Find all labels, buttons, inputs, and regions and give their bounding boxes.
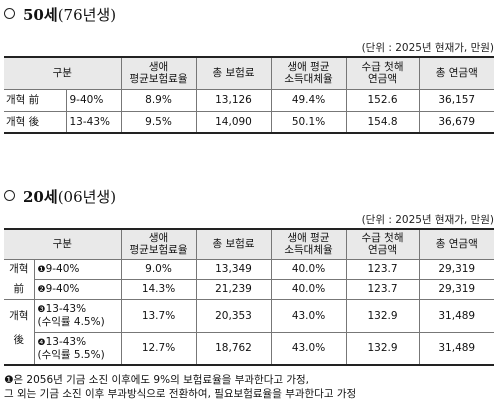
- footnote-line-2: 그 외는 기금 소진 이후 부과방식으로 전환하여, 필요보험료율을 부과한다고…: [4, 388, 357, 400]
- row-total: 29,319: [418, 278, 494, 300]
- footnotes: ❶은 2056년 기금 소진 이후에도 9%의 보험료율을 부과한다고 가정, …: [4, 373, 356, 401]
- header-avg-rate: 생애 평균보험료율: [120, 56, 197, 90]
- row-total: 36,679: [418, 110, 494, 134]
- row-range: 9-40%: [65, 88, 122, 112]
- row-range: ❹13-43% (수익률 5.5%): [33, 331, 122, 366]
- row-rate: 9.0%: [120, 258, 197, 280]
- section2-header-row: 구분 생애 평균보험료율 총 보험료 생애 평균 소득대체율 수급 첫해 연금액 총 …: [4, 228, 494, 260]
- row-premium: 21,239: [195, 278, 272, 300]
- group-after-label-2: 後: [4, 332, 35, 366]
- table-row: 개혁 前 9-40% 8.9% 13,126 49.4% 152.6 36,15…: [4, 88, 494, 112]
- row-total: 29,319: [418, 258, 494, 280]
- row-replacement: 50.1%: [270, 110, 347, 134]
- row-range: ❷9-40%: [33, 278, 122, 300]
- row-premium: 13,126: [195, 88, 272, 112]
- row-replacement: 40.0%: [270, 258, 347, 280]
- table-row: 개혁 後 13-43% 9.5% 14,090 50.1% 154.8 36,6…: [4, 110, 494, 134]
- header-total-premium: 총 보험료: [195, 56, 272, 90]
- row-premium: 13,349: [195, 258, 272, 280]
- header-avg-rate: 생애 평균보험료율: [120, 228, 197, 260]
- footnote-mark: ❶: [4, 374, 14, 386]
- row-total: 31,489: [418, 298, 494, 333]
- group-before-label-2: 前: [4, 279, 35, 300]
- row-range: ❸13-43% (수익률 4.5%): [33, 298, 122, 333]
- row-first-year: 123.7: [345, 258, 420, 280]
- group-before-label-1: 개혁: [4, 258, 35, 279]
- row-rate: 13.7%: [120, 298, 197, 333]
- header-first-year: 수급 첫해 연금액: [345, 228, 420, 260]
- row-range: 13-43%: [65, 110, 122, 134]
- header-first-year: 수급 첫해 연금액: [345, 56, 420, 90]
- row-replacement: 40.0%: [270, 278, 347, 300]
- header-category: 구분: [4, 56, 122, 90]
- section1-unit: (단위 : 2025년 현재가, 만원): [361, 42, 494, 54]
- row-first-year: 132.9: [345, 331, 420, 366]
- row-rate: 8.9%: [120, 88, 197, 112]
- row-replacement: 49.4%: [270, 88, 347, 112]
- header-total-pension: 총 연금액: [418, 56, 494, 90]
- row-rate: 9.5%: [120, 110, 197, 134]
- table-row: 개혁 ❸13-43% (수익률 4.5%) 13.7% 20,353 43.0% …: [4, 298, 494, 333]
- row-replacement: 43.0%: [270, 331, 347, 366]
- table-row: 後 ❹13-43% (수익률 5.5%) 12.7% 18,762 43.0% 1…: [4, 331, 494, 366]
- circle-bullet-icon: [4, 190, 15, 201]
- section1-table: 구분 생애 평균보험료율 총 보험료 생애 평균 소득대체율 수급 첫해 연금액 총 …: [4, 56, 494, 134]
- header-replacement: 생애 평균 소득대체율: [270, 228, 347, 260]
- circle-bullet-icon: [4, 8, 15, 19]
- table-row: 前 ❷9-40% 14.3% 21,239 40.0% 123.7 29,319: [4, 278, 494, 300]
- section1-title: 50세(76년생): [4, 4, 116, 25]
- section2-title: 20세(06년생): [4, 186, 116, 207]
- row-premium: 20,353: [195, 298, 272, 333]
- group-after-label-1: 개혁: [4, 298, 35, 332]
- header-total-premium: 총 보험료: [195, 228, 272, 260]
- row-group: 개혁 前: [4, 88, 67, 112]
- row-total: 31,489: [418, 331, 494, 366]
- section2-unit: (단위 : 2025년 현재가, 만원): [361, 214, 494, 226]
- section1-header-row: 구분 생애 평균보험료율 총 보험료 생애 평균 소득대체율 수급 첫해 연금액 총 …: [4, 56, 494, 90]
- header-replacement: 생애 평균 소득대체율: [270, 56, 347, 90]
- section2-table: 구분 생애 평균보험료율 총 보험료 생애 평균 소득대체율 수급 첫해 연금액 총 …: [4, 228, 494, 366]
- row-range: ❶9-40%: [33, 258, 122, 280]
- row-first-year: 154.8: [345, 110, 420, 134]
- row-first-year: 152.6: [345, 88, 420, 112]
- table-row: 개혁 ❶9-40% 9.0% 13,349 40.0% 123.7 29,319: [4, 258, 494, 280]
- row-first-year: 123.7: [345, 278, 420, 300]
- header-total-pension: 총 연금액: [418, 228, 494, 260]
- row-first-year: 132.9: [345, 298, 420, 333]
- header-category: 구분: [4, 228, 122, 260]
- row-premium: 14,090: [195, 110, 272, 134]
- row-premium: 18,762: [195, 331, 272, 366]
- row-group: 개혁 後: [4, 110, 67, 134]
- row-rate: 12.7%: [120, 331, 197, 366]
- row-rate: 14.3%: [120, 278, 197, 300]
- row-total: 36,157: [418, 88, 494, 112]
- footnote-line-1: ❶은 2056년 기금 소진 이후에도 9%의 보험료율을 부과한다고 가정,: [4, 374, 310, 386]
- row-replacement: 43.0%: [270, 298, 347, 333]
